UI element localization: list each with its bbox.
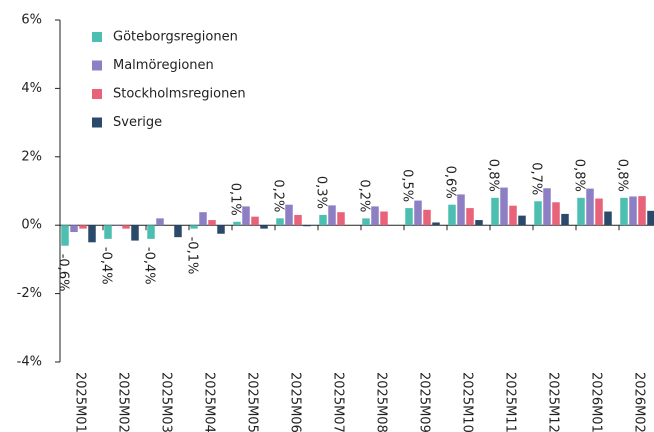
bar [466,208,474,226]
legend-swatch [92,89,102,99]
value-label: -0,4% [142,247,157,285]
x-tick-label: 2026M02 [632,372,647,432]
x-tick-label: 2025M01 [73,372,88,432]
x-tick-label: 2025M06 [288,372,303,432]
value-label: 0,8% [486,159,501,192]
bar [174,225,182,238]
bar [638,196,646,226]
bar [337,212,345,226]
value-label: 0,2% [357,179,372,212]
value-label: 0,8% [572,159,587,192]
bar [190,225,198,229]
bar [432,222,440,226]
bar [552,202,560,226]
bar [319,214,327,226]
bar [518,215,526,226]
value-label: 0,7% [529,162,544,195]
x-tick-label: 2025M11 [503,372,518,432]
bar [260,225,268,229]
legend-swatch [92,32,102,42]
value-label: -0,6% [56,254,71,292]
bar [294,214,302,226]
x-tick-label: 2025M04 [202,372,217,432]
bar [88,225,96,243]
bar [328,205,336,226]
bar [647,210,654,226]
x-tick-label: 2025M03 [159,372,174,432]
value-label: 0,5% [400,169,415,202]
bar [285,204,293,226]
bar [620,197,628,226]
bar [371,206,379,226]
bar [147,225,155,239]
legend-label: Malmöregionen [113,58,214,73]
value-label: 0,6% [443,166,458,199]
bar [113,224,121,226]
bar [543,188,551,226]
bar [217,225,225,234]
x-tick-label: 2025M07 [331,372,346,432]
bar [500,187,508,226]
x-tick-label: 2025M02 [116,372,131,432]
bar [79,225,87,229]
bar [423,209,431,226]
bar [251,216,259,226]
bar [414,200,422,226]
y-tick-label: -2% [17,286,42,301]
bar [491,197,499,226]
value-label: -0,1% [185,237,200,275]
bar [509,205,517,226]
y-tick-label: 6% [21,13,42,28]
legend-label: Stockholmsregionen [113,87,246,102]
bar [380,211,388,226]
bar [242,206,250,226]
bar [405,208,413,226]
bar [303,225,311,227]
y-tick-label: 2% [21,149,42,164]
legend-label: Sverige [113,115,162,130]
bar [199,212,207,226]
y-tick-label: 0% [21,218,42,233]
bar [131,225,139,241]
bar [362,218,370,226]
x-tick-label: 2025M05 [245,372,260,432]
bar [276,218,284,226]
x-tick-label: 2025M10 [460,372,475,432]
bar [457,194,465,226]
value-label: 0,8% [615,159,630,192]
x-tick-label: 2025M08 [374,372,389,432]
bar [604,211,612,226]
bar [561,213,569,226]
bar [577,197,585,226]
bar [475,220,483,226]
x-tick-label: 2025M09 [417,372,432,432]
value-label: 0,2% [271,179,286,212]
x-tick-label: 2025M12 [546,372,561,432]
bar [104,225,112,239]
bar [586,188,594,226]
bar [122,225,130,229]
value-label: 0,1% [228,183,243,216]
bar [595,198,603,226]
y-tick-label: 4% [21,81,42,96]
bar [208,220,216,226]
bar [61,225,69,246]
bar [629,196,637,226]
y-tick-label: -4% [17,355,42,370]
bar [233,221,241,226]
value-label: 0,3% [314,176,329,209]
value-label: -0,4% [99,247,114,285]
bar [156,218,164,226]
bar [70,225,78,233]
legend-label: Göteborgsregionen [113,30,238,45]
x-tick-label: 2026M01 [589,372,604,432]
legend-swatch [92,60,102,71]
bar [534,201,542,226]
legend-swatch [92,117,102,128]
bar [448,204,456,226]
